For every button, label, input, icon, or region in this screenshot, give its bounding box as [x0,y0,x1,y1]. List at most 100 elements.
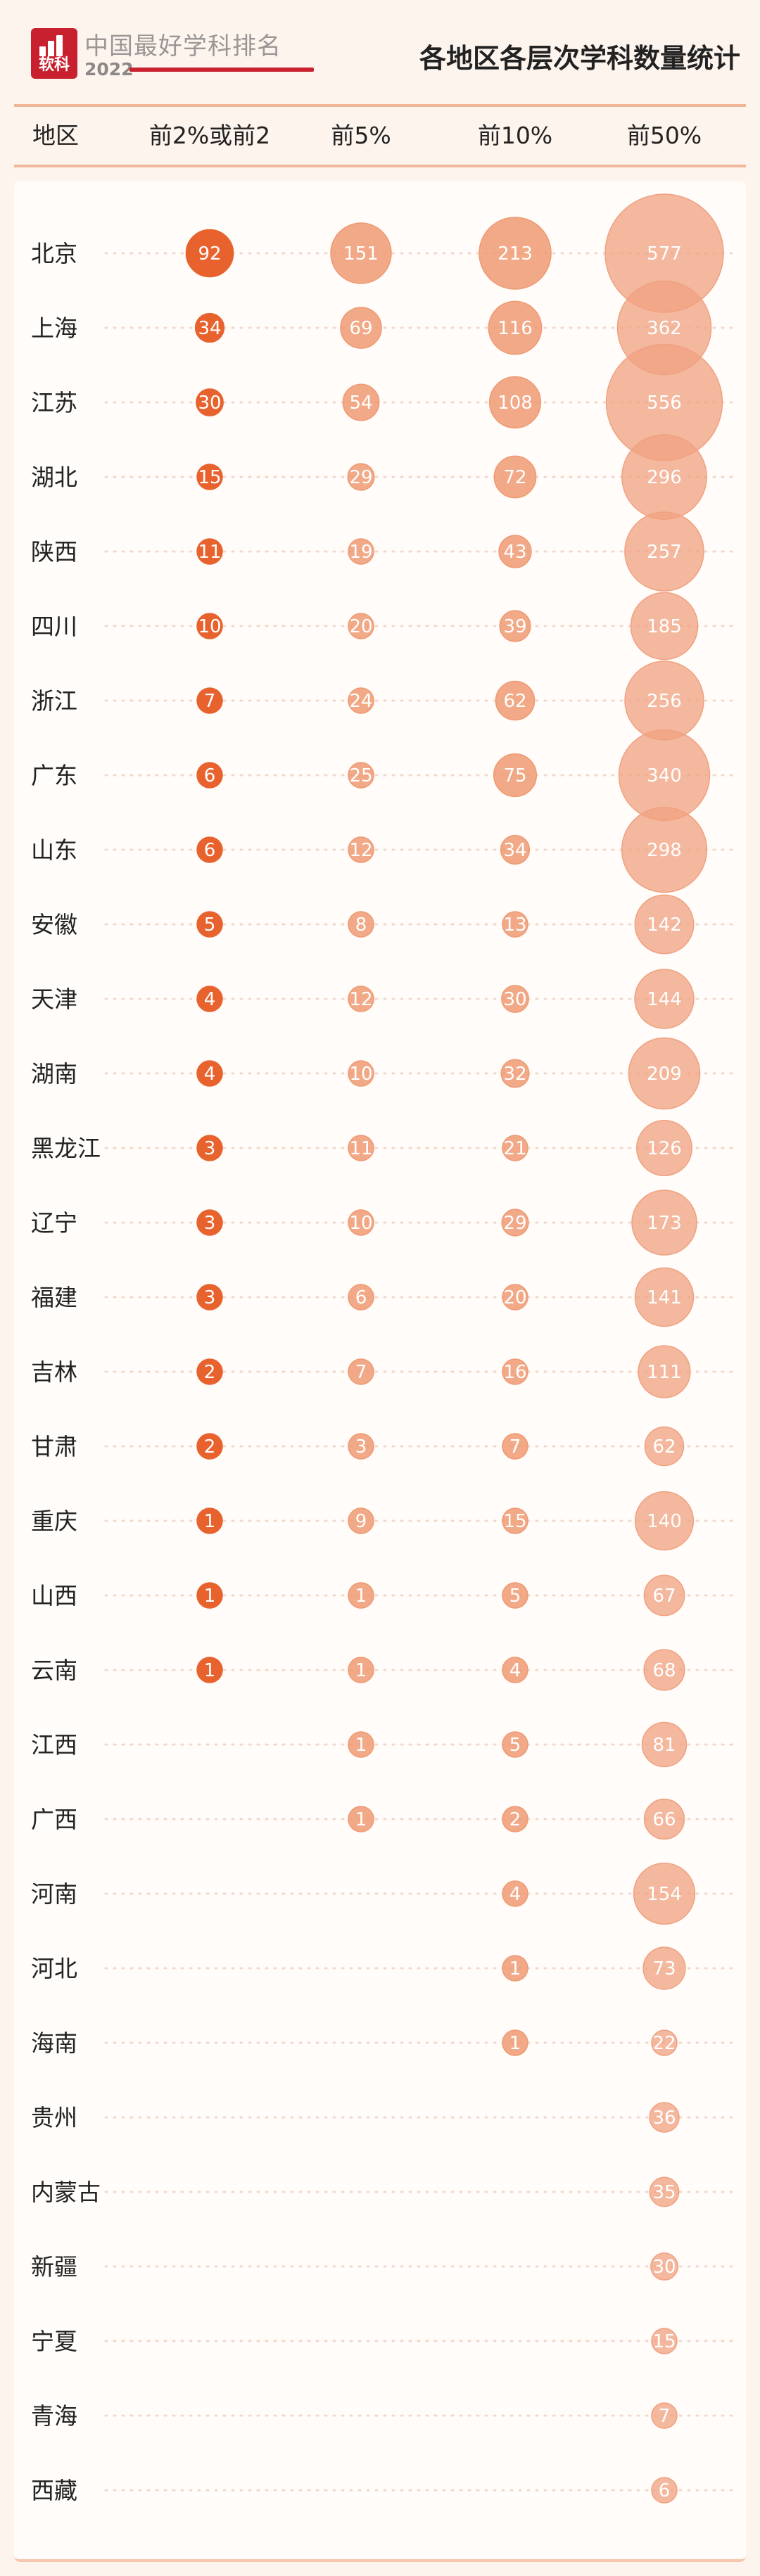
column-header-region: 地区 [32,122,79,149]
region-label: 河北 [31,1955,77,1982]
bubble-mark [348,1657,374,1683]
region-label: 重庆 [31,1507,77,1535]
bubble-mark [502,1135,528,1161]
region-label: 陕西 [31,538,77,566]
bubble-value-label: 35 [652,2182,676,2203]
bubble-value-label: 2 [204,1362,216,1383]
bubble-mark [342,383,380,421]
bubble-mark [649,2176,680,2207]
bubble-mark [624,511,704,592]
bubble-value-label: 5 [204,914,216,936]
bubble-value-label: 1 [355,1735,367,1756]
bubble-mark [493,455,537,499]
brand-year: 2022 [84,59,134,79]
bubble-mark [196,1284,223,1311]
bubble-mark [502,1806,528,1832]
bubble-mark [196,1433,223,1460]
bubble-mark [479,217,552,290]
bubble-value-label: 15 [503,1511,526,1532]
bubble-mark [634,1491,695,1551]
brand-logo: 软科 [31,28,77,79]
region-label: 河南 [31,1880,77,1908]
region-label: 宁夏 [31,2328,77,2355]
bubble-value-label: 7 [204,691,216,712]
bubble-mark [642,1946,686,1990]
brand-name: 中国最好学科排名 [84,32,281,60]
bubble-value-label: 257 [647,542,682,563]
bubble-value-label: 5 [509,1735,521,1756]
bubble-value-label: 20 [349,616,372,637]
bubble-mark [500,834,531,865]
bubble-mark [348,1135,374,1161]
region-label: 四川 [31,613,77,640]
region-label: 海南 [31,2029,77,2057]
bubble-value-label: 22 [652,2033,676,2054]
bubble-mark [502,1284,528,1311]
header: 软科 中国最好学科排名 2022 各地区各层次学科数量统计 [0,0,760,104]
bubble-mark [196,1135,223,1161]
bubble-mark [502,1358,528,1385]
bubble-mark [643,1574,685,1617]
region-label: 天津 [31,986,77,1013]
bubble-mark [651,2328,678,2354]
bubble-mark [488,376,542,429]
bubble-value-label: 1 [509,2033,521,2054]
bubble-mark [348,836,374,863]
bubble-mark [348,1507,374,1534]
bubble-mark [196,836,223,863]
bubble-mark [500,1059,530,1088]
bubble-value-label: 12 [349,989,372,1010]
bubble-value-label: 29 [349,467,372,488]
region-label: 浙江 [31,687,77,715]
bubble-value-label: 13 [503,914,526,936]
region-label: 西藏 [31,2477,77,2504]
bubble-mark [634,969,695,1029]
bubble-mark [348,687,374,714]
bubble-value-label: 25 [349,765,372,786]
bubble-value-label: 75 [503,765,526,786]
bubble-mark [196,1209,223,1236]
region-label: 上海 [31,314,77,342]
bubble-value-label: 3 [204,1138,216,1159]
bubble-value-label: 108 [498,393,533,414]
bubble-mark [348,986,374,1012]
bubble-mark [651,2477,678,2504]
bubble-mark [633,1862,696,1925]
bubble-value-label: 577 [647,243,682,264]
bubble-value-label: 209 [647,1064,682,1085]
bubble-mark [194,312,225,343]
region-label: 江西 [31,1731,77,1759]
bubble-value-label: 19 [349,542,372,563]
bubble-mark [649,2102,680,2133]
bubble-mark [196,1507,223,1534]
bubble-value-label: 173 [647,1213,682,1234]
region-label: 江苏 [31,389,77,416]
bubble-mark [348,1060,374,1087]
logo-bars-icon [39,35,70,56]
bubble-value-label: 111 [647,1362,682,1383]
bubble-mark [348,538,374,565]
bubble-mark [196,986,223,1012]
bubble-value-label: 34 [198,318,221,339]
bubble-value-label: 1 [509,1958,521,1979]
bubble-value-label: 151 [343,243,379,264]
bubble-mark [501,1209,529,1237]
bubble-value-label: 66 [652,1809,676,1830]
region-label: 广东 [31,762,77,789]
bubble-mark [628,1037,701,1110]
bubble-value-label: 144 [647,989,682,1010]
bubble-mark [196,1358,223,1385]
bubble-value-label: 1 [355,1809,367,1830]
region-label: 山西 [31,1582,77,1609]
bubble-value-label: 30 [503,989,526,1010]
bubble-mark [644,1426,685,1467]
bubble-value-label: 92 [198,243,221,264]
bubble-value-label: 9 [355,1511,367,1532]
bubble-value-label: 154 [647,1884,682,1905]
brand-underline [129,68,314,72]
bubble-value-label: 10 [198,616,221,637]
bubble-value-label: 7 [509,1436,521,1458]
bubble-value-label: 67 [652,1586,676,1607]
bubble-value-label: 142 [647,914,682,936]
bubble-value-label: 2 [509,1809,521,1830]
